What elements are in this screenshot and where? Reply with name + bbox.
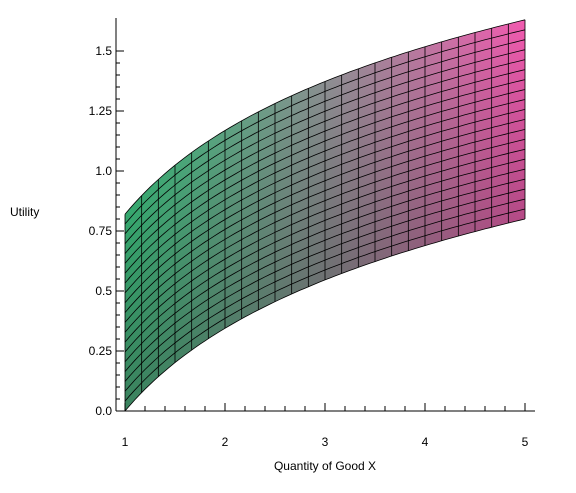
x-tick-label: 1 [122, 435, 129, 449]
mesh-row-line [124, 168, 526, 363]
mesh-row-line [124, 59, 526, 254]
mesh-row-line [124, 49, 526, 244]
x-tick-label: 4 [422, 435, 429, 449]
mesh-row-line [124, 109, 526, 304]
y-tick-label: 0.0 [95, 404, 112, 418]
mesh-row-line [124, 148, 526, 343]
mesh-row-line [124, 69, 526, 264]
x-tick-label: 3 [322, 435, 329, 449]
x-tick-label: 2 [222, 435, 229, 449]
mesh-row-line [124, 208, 526, 402]
y-tick-label: 1.25 [89, 104, 113, 118]
y-tick-label: 1.0 [95, 164, 112, 178]
mesh-row-line [124, 138, 526, 333]
mesh-row-line [124, 188, 526, 382]
axis-ticks: 0.0 0.25 0.5 0.75 1.0 1.25 1.5 1 2 3 4 5 [89, 44, 529, 449]
mesh-row-line [124, 89, 526, 284]
mesh-row-line [124, 99, 526, 294]
y-tick-label: 1.5 [95, 44, 112, 58]
mesh-row-line [124, 39, 526, 235]
mesh-row-line [124, 158, 526, 353]
y-tick-label: 0.5 [95, 284, 112, 298]
mesh-row-line [124, 129, 526, 323]
mesh-row-line [124, 218, 526, 412]
mesh-row-line [124, 19, 526, 215]
mesh-row-line [124, 198, 526, 392]
x-axis-label: Quantity of Good X [274, 459, 376, 473]
y-tick-label: 0.25 [89, 344, 113, 358]
y-tick-label: 0.75 [89, 224, 113, 238]
mesh-row-line [124, 79, 526, 274]
mesh-row-line [124, 29, 526, 225]
x-tick-label: 5 [522, 435, 529, 449]
mesh-row-line [124, 178, 526, 372]
surface-mesh [124, 19, 526, 412]
mesh-row-line [124, 119, 526, 313]
y-axis-label: Utility [10, 205, 39, 219]
